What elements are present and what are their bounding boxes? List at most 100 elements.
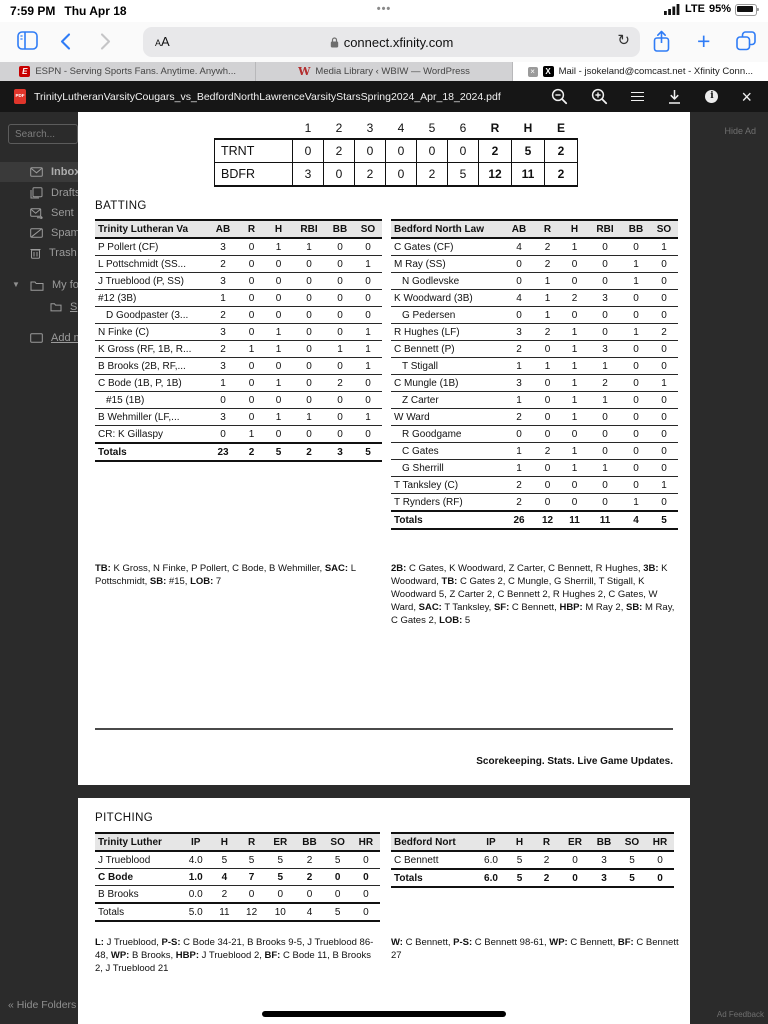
stat-cell: 1 bbox=[561, 323, 588, 341]
stat-row: CR: K Gillaspy 0 1 0 0 0 0 bbox=[95, 425, 382, 444]
stat-cell: 0 bbox=[292, 272, 326, 290]
battery-percent: 95% bbox=[708, 3, 731, 15]
column-header: H bbox=[561, 219, 588, 239]
wordpress-favicon: W bbox=[298, 65, 311, 78]
sidebar-item-sent[interactable]: Sent bbox=[0, 203, 100, 223]
stat-header-row: Bedford Nort IP H R ER BB SO HR bbox=[391, 832, 674, 852]
stat-cell: 0 bbox=[354, 391, 382, 409]
stat-cell: 5 bbox=[265, 868, 296, 886]
player-name: M Ray (SS) bbox=[391, 255, 504, 273]
column-header: SO bbox=[650, 219, 678, 239]
column-header: HR bbox=[351, 832, 380, 852]
zoom-in-icon[interactable] bbox=[591, 88, 608, 105]
footer-divider bbox=[95, 728, 673, 730]
stat-cell: 0 bbox=[238, 391, 265, 409]
sidebar-item-add-mailbox[interactable]: Add m bbox=[0, 328, 100, 348]
stat-cell: 1 bbox=[208, 289, 238, 307]
stat-cell: 0 bbox=[534, 459, 561, 477]
line-score-row: TRNT 0 2 0 0 0 0 2 5 2 bbox=[214, 138, 578, 163]
stat-cell: 0 bbox=[208, 425, 238, 444]
my-folders-caret-icon[interactable]: ▼ bbox=[12, 280, 20, 289]
stat-row: C Bode 1.0 4 7 5 2 0 0 bbox=[95, 868, 380, 886]
stat-row: L Pottschmidt (SS... 2 0 0 0 0 1 bbox=[95, 255, 382, 273]
stat-cell: 0 bbox=[561, 476, 588, 494]
cell-signal-icon bbox=[664, 4, 680, 15]
stat-cell: 5 bbox=[237, 851, 266, 869]
zoom-out-icon[interactable] bbox=[551, 88, 568, 105]
hide-ad-link[interactable]: Hide Ad bbox=[724, 126, 756, 136]
stat-header-row: Trinity Luther IP H R ER BB SO HR bbox=[95, 832, 380, 852]
stat-cell: 0 bbox=[650, 391, 678, 409]
forward-button-icon[interactable] bbox=[100, 33, 111, 50]
sidebar-item-inbox[interactable]: Inbox bbox=[0, 162, 100, 182]
refresh-icon[interactable]: ↻ bbox=[617, 32, 630, 49]
stat-cell: 0 bbox=[416, 138, 448, 163]
sidebar-item-my-folders[interactable]: My fol bbox=[0, 275, 100, 295]
team-abbrev: TRNT bbox=[214, 138, 293, 163]
stat-cell: 1 bbox=[208, 374, 238, 392]
stat-cell: 0 bbox=[622, 459, 650, 477]
stat-cell: 1 bbox=[588, 357, 622, 375]
player-name: C Gates bbox=[391, 442, 504, 460]
share-icon[interactable] bbox=[652, 30, 671, 53]
status-right: LTE 95% bbox=[664, 3, 760, 16]
stat-cell: 0 bbox=[588, 476, 622, 494]
menu-icon[interactable] bbox=[631, 89, 645, 104]
player-name: C Bode (1B, P, 1B) bbox=[95, 374, 208, 392]
totals-label: Totals bbox=[391, 868, 476, 888]
tab-espn[interactable]: E ESPN - Serving Sports Fans. Anytime. A… bbox=[0, 62, 257, 81]
column-header: H bbox=[265, 219, 292, 239]
reader-aa-button[interactable]: AA bbox=[155, 34, 170, 49]
sidebar-toggle-icon[interactable] bbox=[17, 31, 38, 50]
address-bar[interactable]: AA connect.xfinity.com ↻ bbox=[143, 27, 640, 57]
hide-folders-link[interactable]: « Hide Folders bbox=[8, 999, 77, 1011]
stat-cell: 23 bbox=[208, 442, 238, 462]
column-header: R bbox=[533, 832, 560, 852]
ad-feedback-link[interactable]: Ad Feedback bbox=[716, 1010, 764, 1019]
stat-cell: 1.0 bbox=[180, 868, 211, 886]
stat-cell: 0 bbox=[534, 476, 561, 494]
tab-close-icon[interactable]: × bbox=[527, 66, 538, 77]
team-header: Trinity Lutheran Va bbox=[95, 219, 208, 239]
stat-cell: 0 bbox=[447, 138, 479, 163]
column-header: BB bbox=[326, 219, 354, 239]
stat-cell: 1 bbox=[265, 374, 292, 392]
stat-cell: 0 bbox=[588, 493, 622, 512]
stat-row: R Hughes (LF) 3 2 1 0 1 2 bbox=[391, 323, 678, 341]
stat-cell: 0 bbox=[588, 255, 622, 273]
tab-wordpress[interactable]: W Media Library ‹ WBIW — WordPress bbox=[256, 62, 513, 81]
close-pdf-icon[interactable]: × bbox=[741, 86, 752, 107]
sidebar-item-drafts[interactable]: Drafts bbox=[0, 183, 100, 203]
search-input[interactable] bbox=[8, 124, 78, 144]
player-name: K Gross (RF, 1B, R... bbox=[95, 340, 208, 358]
home-indicator[interactable] bbox=[262, 1011, 506, 1017]
stat-cell: 1 bbox=[292, 238, 326, 256]
totals-label: Totals bbox=[95, 442, 208, 462]
sidebar-item-subfolder[interactable]: S bbox=[0, 297, 100, 317]
back-button-icon[interactable] bbox=[60, 33, 71, 50]
player-name: D Goodpaster (3... bbox=[95, 306, 208, 324]
stat-cell: 3 bbox=[588, 340, 622, 358]
column-header: SO bbox=[323, 832, 352, 852]
stat-cell: 1 bbox=[534, 289, 561, 307]
new-tab-button[interactable]: + bbox=[697, 28, 711, 54]
sidebar-item-spam[interactable]: Spam bbox=[0, 223, 100, 243]
player-name: B Brooks (2B, RF,... bbox=[95, 357, 208, 375]
stat-cell: 2 bbox=[534, 323, 561, 341]
stat-cell: 0 bbox=[622, 425, 650, 443]
tab-xfinity-mail[interactable]: × X Mail - jsokeland@comcast.net - Xfini… bbox=[512, 62, 768, 81]
tabs-overview-icon[interactable] bbox=[736, 31, 756, 51]
download-icon[interactable] bbox=[667, 89, 682, 105]
stat-cell: 0 bbox=[323, 885, 352, 904]
date: Thu Apr 18 bbox=[64, 4, 127, 18]
stat-cell: 4 bbox=[295, 902, 324, 922]
stat-cell: 5 bbox=[265, 442, 292, 462]
stat-cell: 0 bbox=[326, 425, 354, 444]
info-icon[interactable]: i bbox=[705, 90, 719, 103]
stat-cell: 0 bbox=[534, 493, 561, 512]
stat-cell: 1 bbox=[650, 374, 678, 392]
batting-notes-away: TB: K Gross, N Finke, P Pollert, C Bode,… bbox=[95, 562, 356, 587]
sidebar-item-trash[interactable]: Trash bbox=[0, 243, 100, 263]
totals-label: Totals bbox=[95, 902, 181, 922]
stat-cell: 0 bbox=[561, 425, 588, 443]
